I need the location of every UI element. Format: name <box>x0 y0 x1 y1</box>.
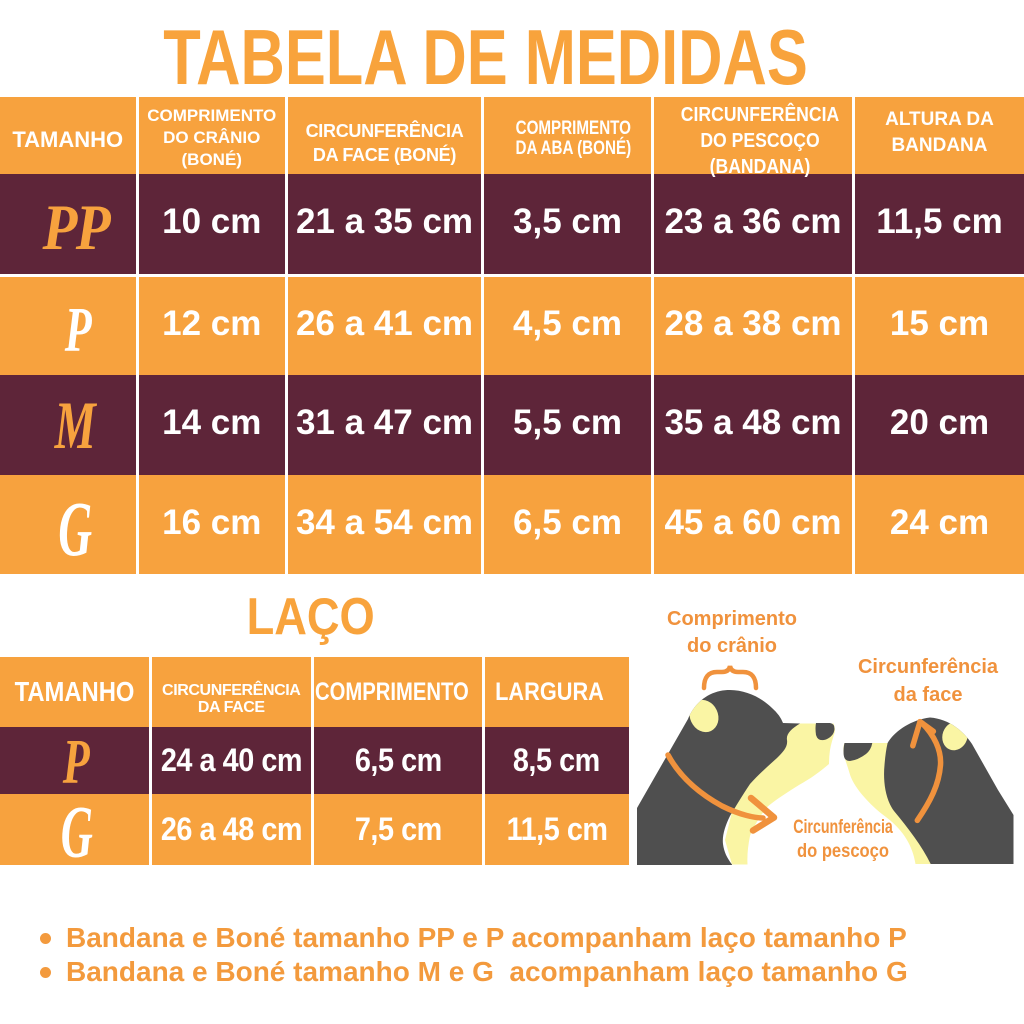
svg-text:Circunferência: Circunferência <box>858 656 999 678</box>
svg-text:do crânio: do crânio <box>687 635 777 657</box>
svg-text:da face: da face <box>894 684 963 706</box>
svg-text:Circunferência: Circunferência <box>793 816 893 838</box>
svg-text:do pescoço: do pescoço <box>797 840 889 862</box>
svg-text:Comprimento: Comprimento <box>667 608 797 630</box>
